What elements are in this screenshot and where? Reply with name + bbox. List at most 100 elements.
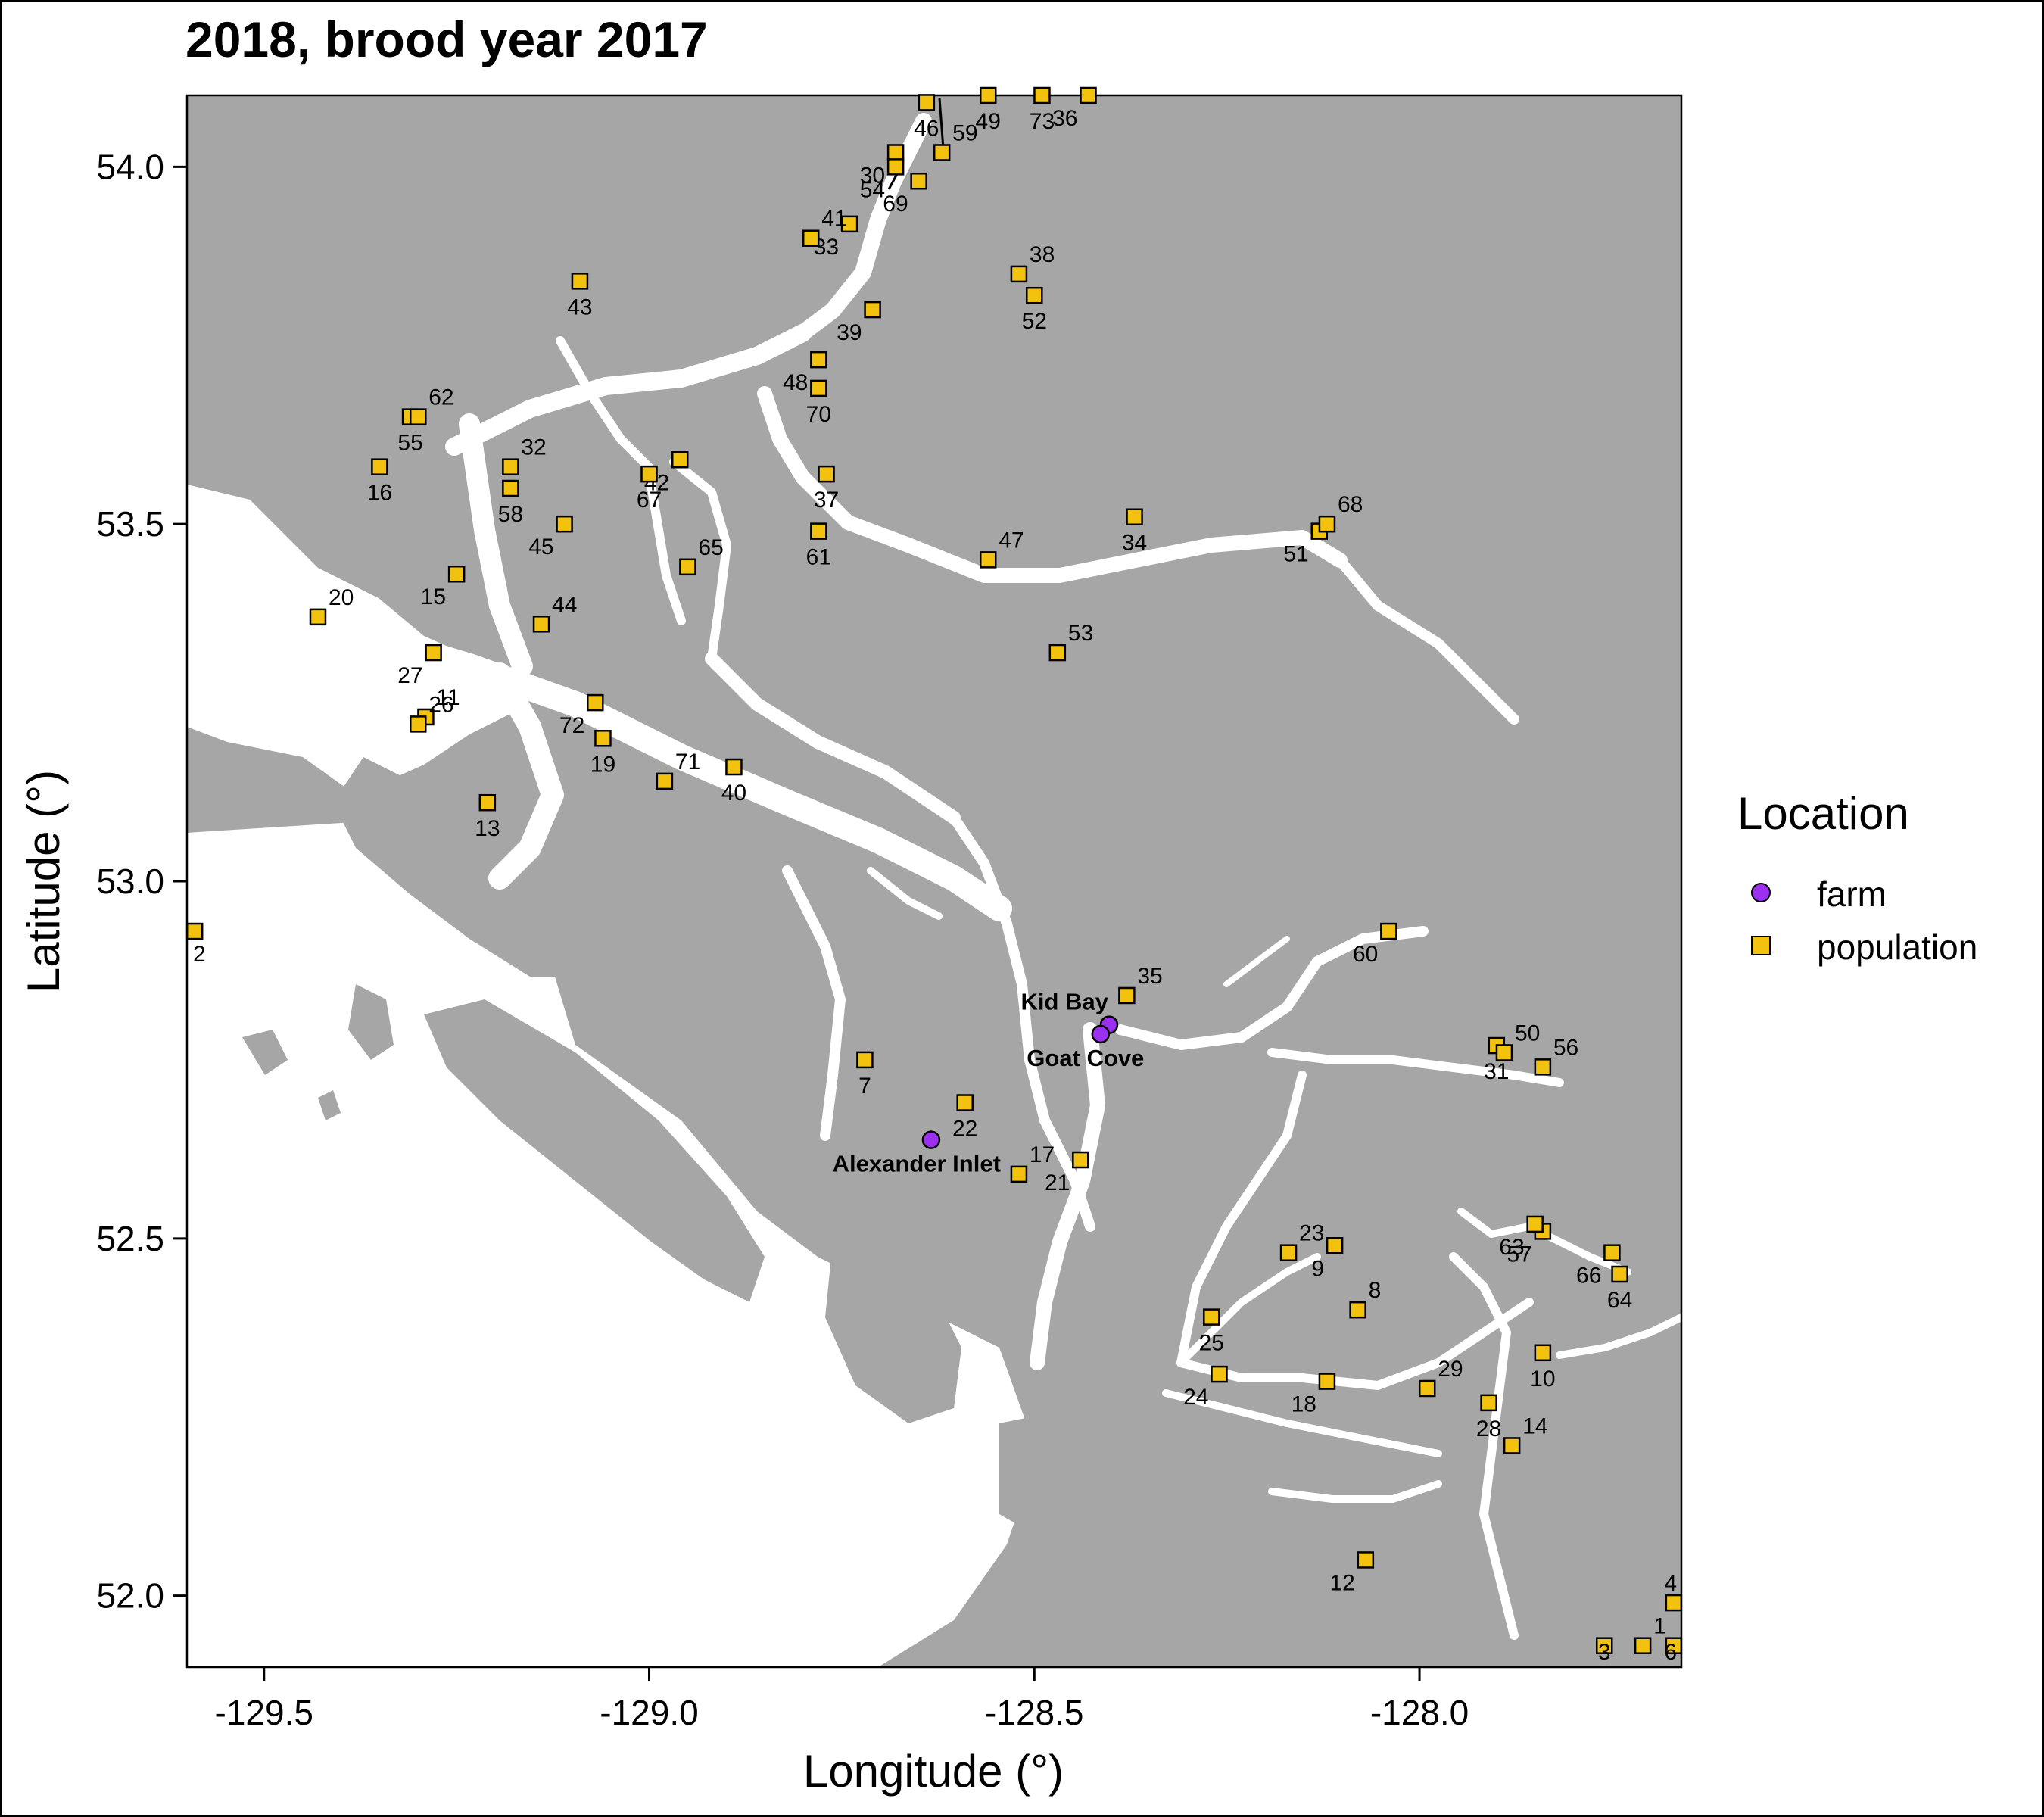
population-marker (1603, 1244, 1621, 1261)
population-label: 38 (1030, 242, 1055, 267)
population-label: 35 (1137, 964, 1162, 989)
population-label: 10 (1530, 1367, 1555, 1392)
population-marker (810, 351, 827, 369)
y-tick-label: 52.5 (96, 1219, 164, 1258)
population-marker (725, 758, 743, 776)
population-marker (856, 1051, 874, 1069)
population-label: 66 (1576, 1264, 1601, 1289)
population-marker (1665, 1594, 1683, 1612)
population-label: 9 (1311, 1256, 1324, 1281)
population-label: 36 (1052, 106, 1077, 131)
population-label: 4 (1664, 1571, 1677, 1596)
princess-royal-island (333, 757, 598, 977)
small-islets (242, 984, 394, 1120)
population-label: 6 (1664, 1640, 1677, 1665)
population-label: 37 (814, 488, 839, 513)
population-marker (410, 408, 427, 425)
population-label: 47 (999, 528, 1024, 553)
southern-islands (825, 1242, 1120, 1658)
population-marker (810, 522, 827, 540)
legend-label-population: population (1817, 927, 1978, 967)
population-marker (1480, 1394, 1497, 1412)
population-marker (447, 565, 466, 583)
population-label: 46 (914, 116, 939, 141)
population-marker (587, 693, 604, 712)
x-axis: -129.5 -129.0 -128.5 -128.0 (215, 1667, 1469, 1732)
population-label: 53 (1068, 621, 1093, 646)
population-label: 70 (806, 402, 831, 427)
population-label: 12 (1329, 1570, 1354, 1595)
farm-label: Goat Cove (1027, 1045, 1144, 1071)
population-marker (1495, 1044, 1513, 1061)
population-marker (910, 172, 927, 190)
population-label: 32 (521, 435, 546, 460)
y-tick-label: 53.0 (96, 862, 164, 901)
population-marker (1349, 1301, 1366, 1319)
legend-item-population: population (1737, 924, 2025, 969)
population-marker (1026, 286, 1043, 304)
y-tick-label: 52.0 (96, 1576, 164, 1616)
population-marker (556, 515, 573, 533)
population-label: 58 (498, 502, 523, 527)
population-label: 13 (475, 816, 500, 841)
population-label: 41 (821, 207, 846, 232)
chart-title: 2018, brood year 2017 (185, 11, 708, 67)
population-label: 61 (806, 545, 831, 570)
ocean-water (187, 818, 1037, 1667)
population-marker (1080, 86, 1097, 104)
population-label: 2 (193, 942, 206, 967)
farm-label: Alexander Inlet (833, 1151, 1001, 1177)
population-label: 73 (1030, 109, 1055, 134)
population-marker (1126, 508, 1143, 525)
farm-legend-icon (1751, 883, 1771, 902)
population-label: 11 (436, 685, 460, 710)
population-marker (309, 608, 327, 626)
population-marker (956, 1094, 974, 1111)
population-marker (1665, 1637, 1683, 1654)
population-label: 68 (1338, 492, 1363, 517)
population-marker (1326, 1237, 1344, 1254)
population-marker (918, 94, 936, 111)
population-label: 69 (883, 192, 908, 217)
population-label: 48 (783, 370, 808, 395)
population-marker (679, 558, 696, 576)
population-marker (478, 793, 497, 812)
population-label: 50 (1515, 1021, 1540, 1046)
population-label: 60 (1353, 942, 1378, 967)
population-marker (1357, 1551, 1375, 1569)
population-label: 16 (367, 481, 392, 506)
population-marker (1634, 1637, 1652, 1654)
population-label: 72 (559, 713, 584, 738)
population-marker (502, 458, 519, 475)
population-label: 15 (421, 584, 446, 609)
population-marker (1033, 86, 1051, 104)
population-marker (840, 215, 858, 233)
x-tick-label: -128.0 (1370, 1693, 1469, 1732)
legend-title: Location (1737, 788, 1909, 839)
population-marker (886, 144, 905, 161)
population-label: 71 (675, 750, 700, 774)
population-label: 56 (1553, 1035, 1578, 1060)
population-marker (1203, 1308, 1220, 1326)
population-marker (1072, 1151, 1089, 1169)
population-label: 62 (428, 385, 453, 410)
farm-marker (1091, 1024, 1111, 1044)
population-marker (864, 301, 881, 319)
population-label: 7 (858, 1074, 871, 1099)
population-marker (1010, 265, 1028, 283)
population-label: 44 (552, 592, 577, 617)
population-label: 20 (329, 585, 354, 610)
population-label: 57 (1507, 1242, 1531, 1267)
legend-label-farm: farm (1817, 874, 1887, 914)
population-marker (425, 644, 442, 662)
population-label: 43 (567, 295, 592, 319)
population-marker (571, 273, 589, 290)
population-marker (1380, 922, 1397, 940)
population-marker (1418, 1379, 1436, 1398)
population-marker (1534, 1058, 1552, 1076)
population-marker (640, 465, 658, 483)
population-legend-icon (1751, 936, 1771, 955)
population-label: 23 (1299, 1221, 1324, 1246)
population-label: 25 (1199, 1331, 1224, 1356)
legend: Location farm population (1737, 787, 2025, 984)
